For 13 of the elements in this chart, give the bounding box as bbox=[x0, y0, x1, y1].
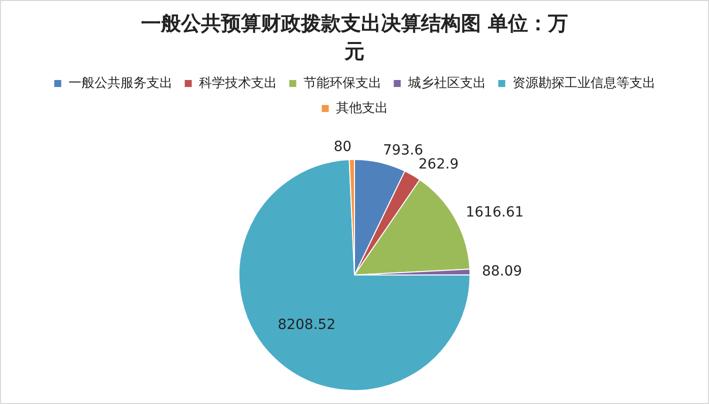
legend-label: 科学技术支出 bbox=[198, 75, 277, 90]
legend-label: 节能环保支出 bbox=[303, 75, 382, 90]
data-label: 262.9 bbox=[418, 156, 459, 172]
data-label: 88.09 bbox=[482, 263, 522, 280]
legend-label: 其他支出 bbox=[336, 100, 388, 116]
data-label: 793.6 bbox=[383, 142, 424, 158]
data-label: 8208.52 bbox=[278, 316, 336, 333]
legend-label: 城乡社区支出 bbox=[406, 75, 486, 90]
legend-label: 一般公共服务支出 bbox=[68, 75, 172, 90]
legend-label: 资源勘探工业信息等支出 bbox=[512, 75, 656, 90]
data-label: 80 bbox=[334, 139, 352, 156]
chart-title: 一般公共预算财政拨款支出决算结构图 单位：万元 bbox=[140, 10, 569, 65]
data-label: 1616.61 bbox=[466, 204, 524, 220]
